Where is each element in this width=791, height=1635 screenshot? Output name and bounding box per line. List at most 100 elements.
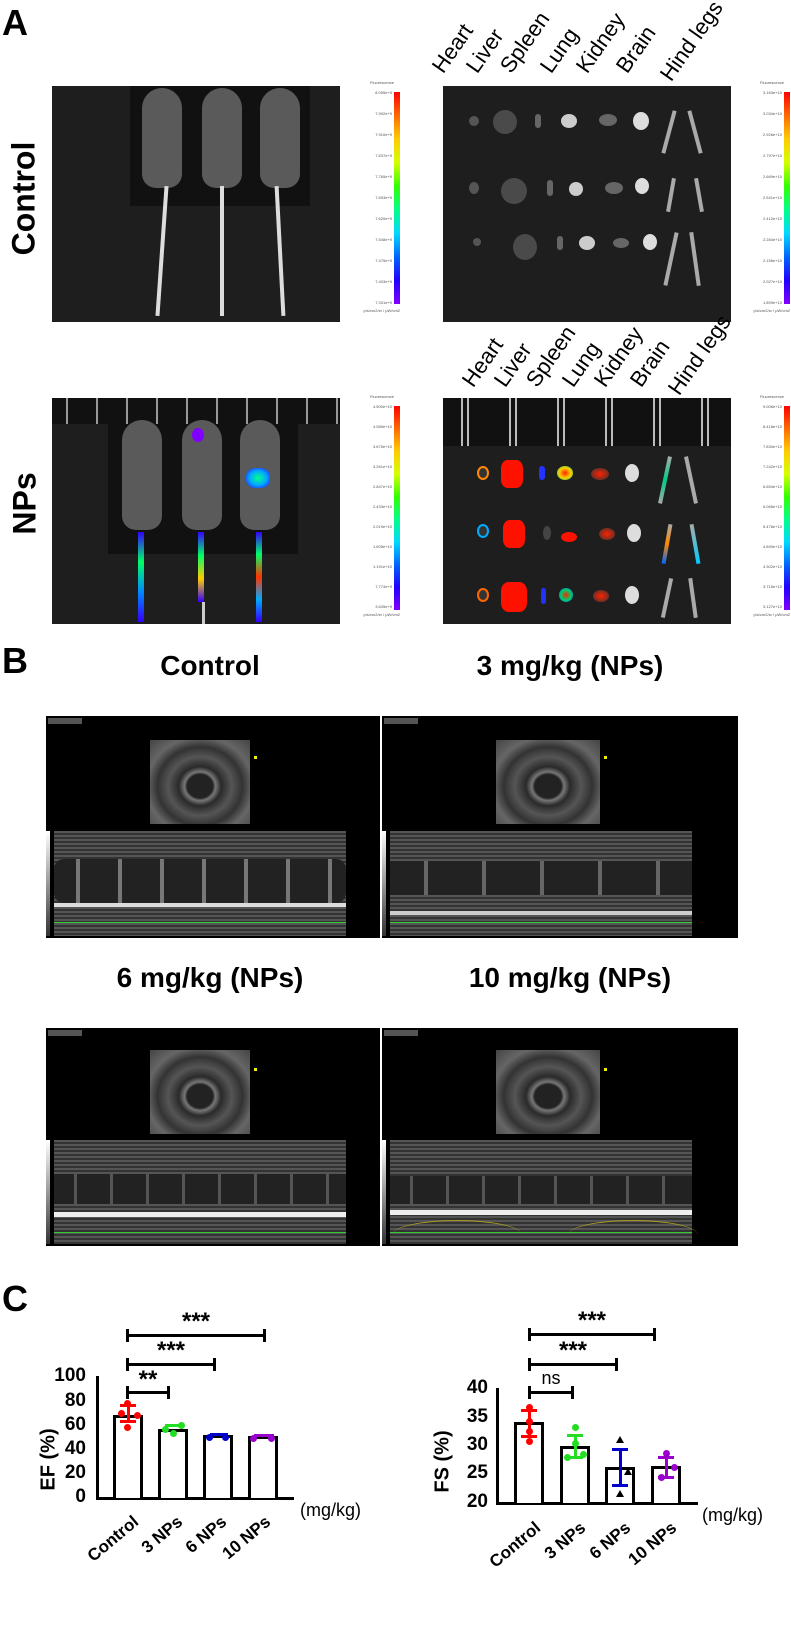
- colorbar-title: Fluorescence: [760, 80, 785, 85]
- mmode-trace: [54, 831, 346, 936]
- significance-label: ***: [156, 1337, 186, 1364]
- ultrasound-title-10mg: 10 mg/kg (NPs): [468, 962, 672, 993]
- significance-label: ns: [541, 1368, 561, 1388]
- x-unit-label: (mg/kg): [300, 1500, 362, 1520]
- colorbar-tick: 2.019e+10: [372, 524, 392, 529]
- significance-label: **: [138, 1366, 158, 1393]
- control-whole-body-colorbar: Fluorescence 8.055e+9 7.992e+9 7.910e+9 …: [340, 80, 402, 325]
- colorbar-tick: 2.433e+10: [372, 504, 392, 509]
- colorbar-tick: 2.284e+10: [762, 237, 782, 242]
- colorbar-tick: 8.418e+10: [762, 424, 782, 429]
- ultrasound-title-6mg: 6 mg/kg (NPs): [116, 962, 304, 993]
- bar-6-nps: [203, 1435, 233, 1498]
- control-organ-colorbar: Fluorescence 3.163e+10 3.034e+10 2.926e+…: [730, 80, 791, 325]
- colorbar-tick: 4.890e+10: [762, 544, 782, 549]
- colorbar-tick: 4.500e+10: [372, 404, 392, 409]
- significance-bracket: [528, 1386, 574, 1399]
- colorbar-tick: 2.027e+10: [762, 279, 782, 284]
- colorbar-tick: 7.693e+9: [375, 195, 392, 200]
- colorbar-tick: 4.089e+10: [372, 424, 392, 429]
- bmode-image: [150, 740, 250, 824]
- colorbar-tick: 1.605e+10: [372, 544, 392, 549]
- y-tick: 60: [64, 1414, 86, 1435]
- panel-letter-c: C: [2, 1278, 28, 1319]
- significance-bracket: [126, 1386, 170, 1399]
- colorbar-tick: 7.765e+9: [375, 174, 392, 179]
- ultrasound-image-3mg: [382, 716, 738, 938]
- ultrasound-image-control: [46, 716, 380, 938]
- row-label-control: Control: [5, 141, 42, 256]
- bar-10-nps: [248, 1436, 278, 1498]
- colorbar-title: Fluorescence: [370, 394, 395, 399]
- colorbar-tick: 3.675e+10: [372, 444, 392, 449]
- vevo-logo: [48, 718, 82, 724]
- triangle-marker: [616, 1436, 624, 1443]
- y-tick: 20: [466, 1491, 488, 1512]
- y-tick: 0: [75, 1486, 86, 1507]
- y-tick: 40: [64, 1438, 86, 1459]
- colorbar-tick: 7.331e+9: [375, 300, 392, 305]
- colorbar-unit: p/s/cm2/sr / µW/cm2: [363, 612, 400, 617]
- ultrasound-image-10mg: [382, 1028, 738, 1246]
- colorbar-gradient: [394, 406, 400, 610]
- panel-letter-a: A: [2, 2, 28, 43]
- colorbar-tick: 8.055e+9: [375, 90, 392, 95]
- colorbar-tick: 7.242e+10: [762, 464, 782, 469]
- y-tick: 25: [466, 1462, 488, 1483]
- colorbar-tick: 3.715e+10: [762, 584, 782, 589]
- ultrasound-title-control: Control: [160, 650, 260, 681]
- nps-whole-body-image: [52, 398, 340, 624]
- colorbar-tick: 2.156e+10: [762, 258, 782, 263]
- nps-organ-image: [443, 398, 731, 624]
- ultrasound-title-3mg: 3 mg/kg (NPs): [476, 650, 664, 681]
- colorbar-title: Fluorescence: [760, 394, 785, 399]
- colorbar-tick: 6.654e+10: [762, 484, 782, 489]
- y-tick: 20: [64, 1462, 86, 1483]
- colorbar-tick: 3.127e+10: [762, 604, 782, 609]
- significance-bracket: [528, 1328, 656, 1341]
- colorbar-tick: 7.548e+9: [375, 237, 392, 242]
- colorbar-gradient: [394, 92, 400, 304]
- vevo-logo: [384, 1030, 418, 1036]
- colorbar-tick: 5.478e+10: [762, 524, 782, 529]
- colorbar-tick: 2.926e+10: [762, 132, 782, 137]
- bmode-image: [496, 740, 600, 824]
- x-axis: [496, 1502, 698, 1505]
- colorbar-tick: 3.635e+9: [375, 604, 392, 609]
- colorbar-gradient: [784, 92, 790, 304]
- organ-label-hind-legs: Hind legs: [662, 309, 736, 400]
- significance-bracket: [126, 1358, 216, 1371]
- colorbar-tick: 3.034e+10: [762, 111, 782, 116]
- colorbar-tick: 3.261e+10: [372, 464, 392, 469]
- nps-organ-colorbar: Fluorescence 9.006e+10 8.418e+10 7.830e+…: [730, 394, 791, 629]
- colorbar-unit: p/s/cm2/sr / µW/cm2: [753, 612, 790, 617]
- y-tick: 35: [466, 1406, 488, 1427]
- ef-bar-chart: EF (%) 100 80 60 40 20 0 ** *** *** Cont…: [0, 1300, 390, 1635]
- colorbar-tick: 7.837e+9: [375, 153, 392, 158]
- triangle-marker: [616, 1490, 624, 1497]
- ultrasound-image-6mg: [46, 1028, 380, 1246]
- colorbar-tick: 6.066e+10: [762, 504, 782, 509]
- vevo-logo: [48, 1030, 82, 1036]
- colorbar-tick: 7.475e+9: [375, 258, 392, 263]
- y-tick: 100: [54, 1365, 86, 1386]
- x-unit-label: (mg/kg): [702, 1505, 764, 1525]
- colorbar-gradient: [784, 406, 790, 610]
- significance-label: ***: [181, 1308, 211, 1335]
- colorbar-tick: 7.774e+9: [375, 584, 392, 589]
- colorbar-tick: 2.797e+10: [762, 153, 782, 158]
- colorbar-unit: p/s/cm2/sr / µW/cm2: [363, 308, 400, 313]
- colorbar-tick: 4.302e+10: [762, 564, 782, 569]
- organ-label-hind-legs: Hind legs: [654, 0, 728, 86]
- row-label-nps: NPs: [6, 472, 43, 535]
- y-tick: 80: [64, 1390, 86, 1411]
- colorbar-tick: 7.403e+9: [375, 279, 392, 284]
- control-whole-body-image: [52, 86, 340, 322]
- colorbar-tick: 1.899e+10: [762, 300, 782, 305]
- nps-whole-body-colorbar: Fluorescence 4.500e+10 4.089e+10 3.675e+…: [340, 394, 402, 629]
- x-axis: [96, 1497, 294, 1500]
- colorbar-unit: p/s/cm2/sr / µW/cm2: [753, 308, 790, 313]
- vevo-logo: [384, 718, 418, 724]
- colorbar-tick: 9.006e+10: [762, 404, 782, 409]
- bmode-image: [496, 1050, 600, 1134]
